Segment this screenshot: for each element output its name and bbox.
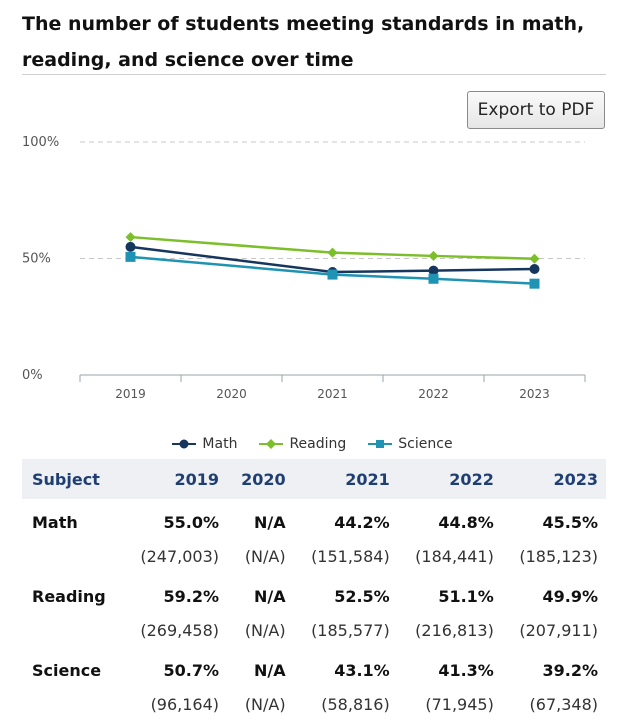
data-point-reading [428,250,439,261]
table-cell [22,613,123,647]
table-cell: 50.7% [163,660,220,680]
table-cell: N/A [253,660,286,680]
table-cell: (96,164) [150,694,220,714]
y-tick-label: 100% [22,135,59,150]
table-cell: 39.2% [542,660,598,680]
table-cell: (185,123) [519,546,598,566]
table-row-math: Math 55.0% N/A 44.2% 44.8% 45.5% [22,499,606,539]
legend-item-science[interactable]: Science [368,436,453,452]
science-legend-marker-icon [368,440,393,448]
x-tick-label: 2019 [115,387,146,401]
table-cell: (58,816) [321,694,390,714]
x-tick-label: 2022 [418,387,449,401]
header-2022: 2022 [449,469,494,489]
header-2020: 2020 [241,469,286,489]
chart-title: The number of students meeting standards… [22,13,585,71]
line-chart: 0% 50% 100% 2019 2020 2021 2022 2023 [22,135,586,401]
table-row-reading-counts: (269,458) (N/A) (185,577) (216,813) (207… [22,613,606,647]
table-cell: 51.1% [438,586,494,606]
table-cell: (151,584) [311,546,390,566]
legend-item-math[interactable]: Math [172,436,237,452]
table-cell: 52.5% [334,586,390,606]
legend-label-science: Science [398,436,453,452]
data-point-reading [327,247,338,258]
export-to-pdf-button[interactable]: Export to PDF [467,91,605,129]
table-cell: (N/A) [244,546,286,566]
table-cell: (184,441) [415,546,494,566]
x-tick-label: 2021 [317,387,348,401]
table-cell: (207,911) [519,620,598,640]
data-point-science [125,251,136,262]
table-cell [22,687,123,721]
data-point-science [428,273,439,284]
table-cell: (N/A) [244,694,286,714]
x-tick-label: 2020 [216,387,247,401]
y-tick-label: 50% [22,252,51,267]
table-cell: (216,813) [415,620,494,640]
data-point-math [125,241,136,252]
table-cell: 55.0% [163,512,220,532]
series-line-science [130,255,535,285]
table-cell: 44.2% [334,512,390,532]
table-cell [22,539,123,573]
data-point-math [529,263,540,274]
table-row-science-counts: (96,164) (N/A) (58,816) (71,945) (67,348… [22,687,606,721]
data-point-reading [125,232,136,243]
data-point-math [428,265,439,276]
table-cell: (185,577) [311,620,390,640]
header-subject: Subject [32,469,100,489]
table-cell: N/A [253,586,286,606]
table-row-math-counts: (247,003) (N/A) (151,584) (184,441) (185… [22,539,606,573]
table-cell: (N/A) [244,620,286,640]
legend-label-reading: Reading [289,436,347,452]
table-cell: (67,348) [529,694,598,714]
header-2019: 2019 [174,469,220,489]
data-table: Subject 2019 2020 2021 2022 2023 Math 55… [22,459,606,721]
table-cell: (247,003) [140,546,220,566]
legend-item-reading[interactable]: Reading [259,436,346,452]
table-cell: (71,945) [425,694,494,714]
series-line-reading [130,235,535,260]
table-cell: 43.1% [334,660,390,680]
header-2021: 2021 [345,469,390,489]
data-point-reading [529,253,540,264]
chart-legend: Math Reading Science [0,436,625,452]
row-subject: Math [32,512,78,532]
table-cell: 49.9% [542,586,598,606]
table-cell: 44.8% [438,512,494,532]
title-divider [22,74,606,75]
data-point-science [327,269,338,280]
table-header-row: Subject 2019 2020 2021 2022 2023 [22,459,606,499]
math-legend-marker-icon [172,439,197,449]
reading-legend-marker-icon [259,439,284,449]
table-cell: N/A [253,512,286,532]
series-line-math [130,245,535,274]
legend-label-math: Math [202,436,238,452]
table-cell: 41.3% [438,660,494,680]
table-row-science: Science 50.7% N/A 43.1% 41.3% 39.2% [22,647,606,687]
table-row-reading: Reading 59.2% N/A 52.5% 51.1% 49.9% [22,573,606,613]
x-tick-label: 2023 [519,387,550,401]
y-tick-label: 0% [22,368,43,383]
table-cell: (269,458) [140,620,220,640]
table-cell: 59.2% [163,586,220,606]
header-2023: 2023 [553,469,598,489]
data-point-science [529,278,540,289]
row-subject: Science [32,660,102,680]
table-cell: 45.5% [542,512,598,532]
row-subject: Reading [32,586,106,606]
